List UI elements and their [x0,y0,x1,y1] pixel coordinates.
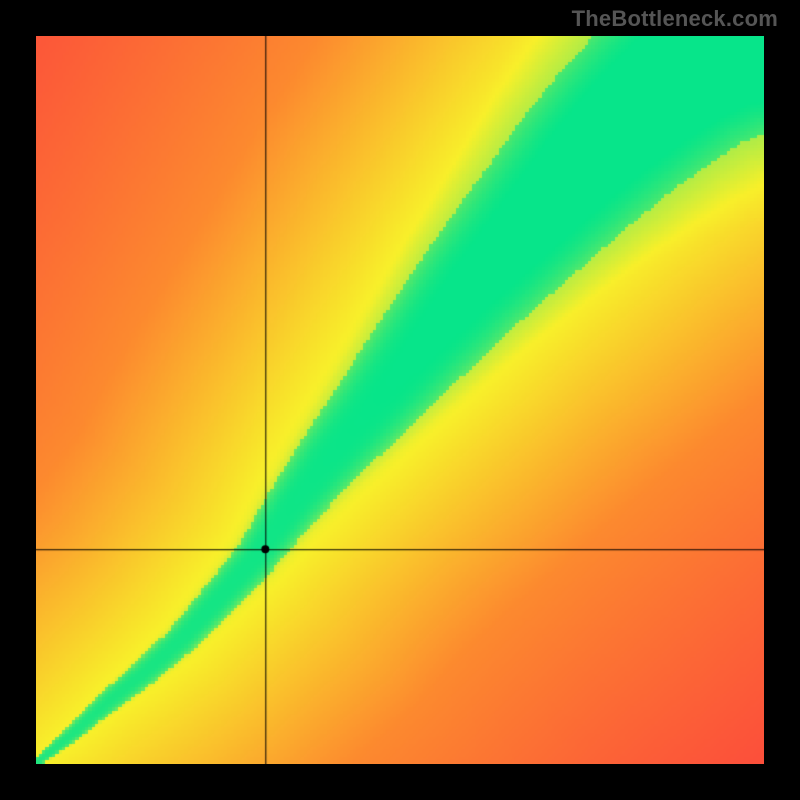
heatmap-canvas [36,36,764,764]
watermark-label: TheBottleneck.com [572,6,778,32]
plot-area [36,36,764,764]
chart-frame: TheBottleneck.com [0,0,800,800]
